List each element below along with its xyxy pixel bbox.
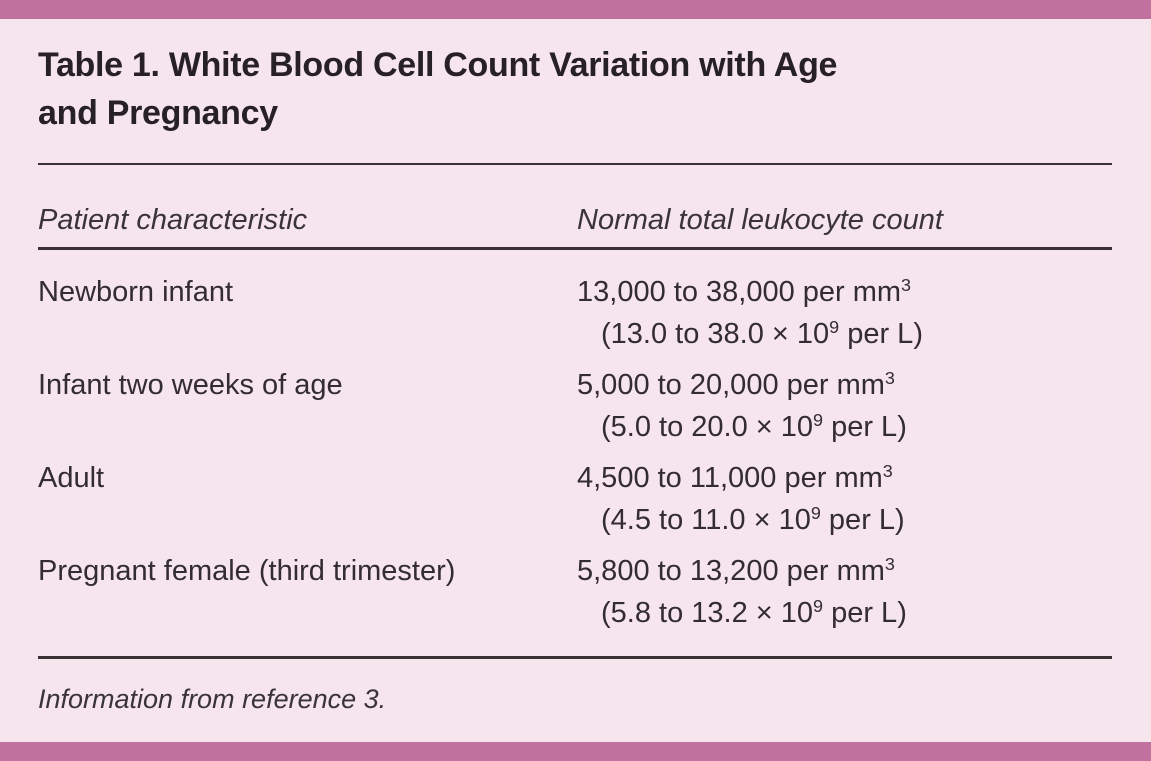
count-si-superscript: 9: [829, 317, 840, 338]
column-header-leukocyte-count: Normal total leukocyte count: [577, 204, 943, 236]
count-si-text: (4.5 to 11.0 × 10: [601, 504, 811, 536]
rule-under-title: [38, 163, 1112, 165]
column-headers: Patient characteristic Normal total leuk…: [38, 202, 1112, 238]
row-value: 4,500 to 11,000 per mm3 (4.5 to 11.0 × 1…: [577, 457, 905, 541]
table-row-pregnant-female: Pregnant female (third trimester) 5,800 …: [38, 550, 1112, 634]
count-si-unit: per L): [839, 318, 923, 350]
count-mm3-superscript: 3: [901, 275, 912, 296]
count-si-superscript: 9: [813, 410, 824, 431]
table-figure: Table 1. White Blood Cell Count Variatio…: [38, 41, 1112, 714]
count-mm3-text: 5,800 to 13,200 per mm: [577, 555, 885, 587]
row-value: 5,800 to 13,200 per mm3 (5.8 to 13.2 × 1…: [577, 550, 907, 634]
table-title-line-2: and Pregnancy: [38, 94, 278, 132]
count-si-superscript: 9: [810, 503, 821, 524]
bottom-accent-bar: [0, 742, 1151, 761]
row-count-mm3: 4,500 to 11,000 per mm3: [577, 457, 905, 499]
count-mm3-text: 13,000 to 38,000 per mm: [577, 276, 902, 308]
count-si-unit: per L): [820, 504, 905, 536]
count-si-text: (5.8 to 13.2 × 10: [601, 597, 814, 629]
row-label: Infant two weeks of age: [38, 369, 343, 401]
row-value: 13,000 to 38,000 per mm3 (13.0 to 38.0 ×…: [577, 271, 923, 355]
column-header-patient-characteristic: Patient characteristic: [38, 204, 308, 236]
table-body: Newborn infant 13,000 to 38,000 per mm3 …: [38, 271, 1112, 634]
row-count-mm3: 5,800 to 13,200 per mm3: [577, 550, 907, 592]
table-row-infant-two-weeks: Infant two weeks of age 5,000 to 20,000 …: [38, 364, 1112, 448]
count-mm3-superscript: 3: [884, 368, 895, 389]
row-label: Pregnant female (third trimester): [38, 555, 456, 587]
table-title-line-1: Table 1. White Blood Cell Count Variatio…: [38, 46, 838, 84]
row-count-mm3: 5,000 to 20,000 per mm3: [577, 364, 907, 406]
table-row-adult: Adult 4,500 to 11,000 per mm3 (4.5 to 11…: [38, 457, 1112, 541]
table-row-newborn: Newborn infant 13,000 to 38,000 per mm3 …: [38, 271, 1112, 355]
row-value: 5,000 to 20,000 per mm3 (5.0 to 20.0 × 1…: [577, 364, 907, 448]
count-si-text: (5.0 to 20.0 × 10: [601, 411, 814, 443]
rule-above-footnote: [38, 656, 1112, 659]
table-title: Table 1. White Blood Cell Count Variatio…: [38, 41, 1112, 137]
count-si-text: (13.0 to 38.0 × 10: [601, 318, 830, 350]
row-count-si: (13.0 to 38.0 × 109 per L): [577, 313, 923, 355]
count-si-superscript: 9: [813, 596, 824, 617]
count-mm3-text: 5,000 to 20,000 per mm: [577, 369, 885, 401]
rule-under-headers: [38, 247, 1112, 250]
row-count-si: (5.8 to 13.2 × 109 per L): [577, 592, 907, 634]
count-si-unit: per L): [823, 411, 907, 443]
row-count-si: (5.0 to 20.0 × 109 per L): [577, 406, 907, 448]
count-mm3-superscript: 3: [882, 461, 893, 482]
top-accent-bar: [0, 0, 1151, 19]
count-mm3-superscript: 3: [884, 554, 895, 575]
count-mm3-text: 4,500 to 11,000 per mm: [577, 462, 883, 494]
row-count-si: (4.5 to 11.0 × 109 per L): [577, 499, 905, 541]
count-si-unit: per L): [823, 597, 907, 629]
row-label: Adult: [38, 462, 105, 494]
row-label: Newborn infant: [38, 276, 234, 308]
row-count-mm3: 13,000 to 38,000 per mm3: [577, 271, 923, 313]
footnote: Information from reference 3.: [38, 684, 387, 714]
